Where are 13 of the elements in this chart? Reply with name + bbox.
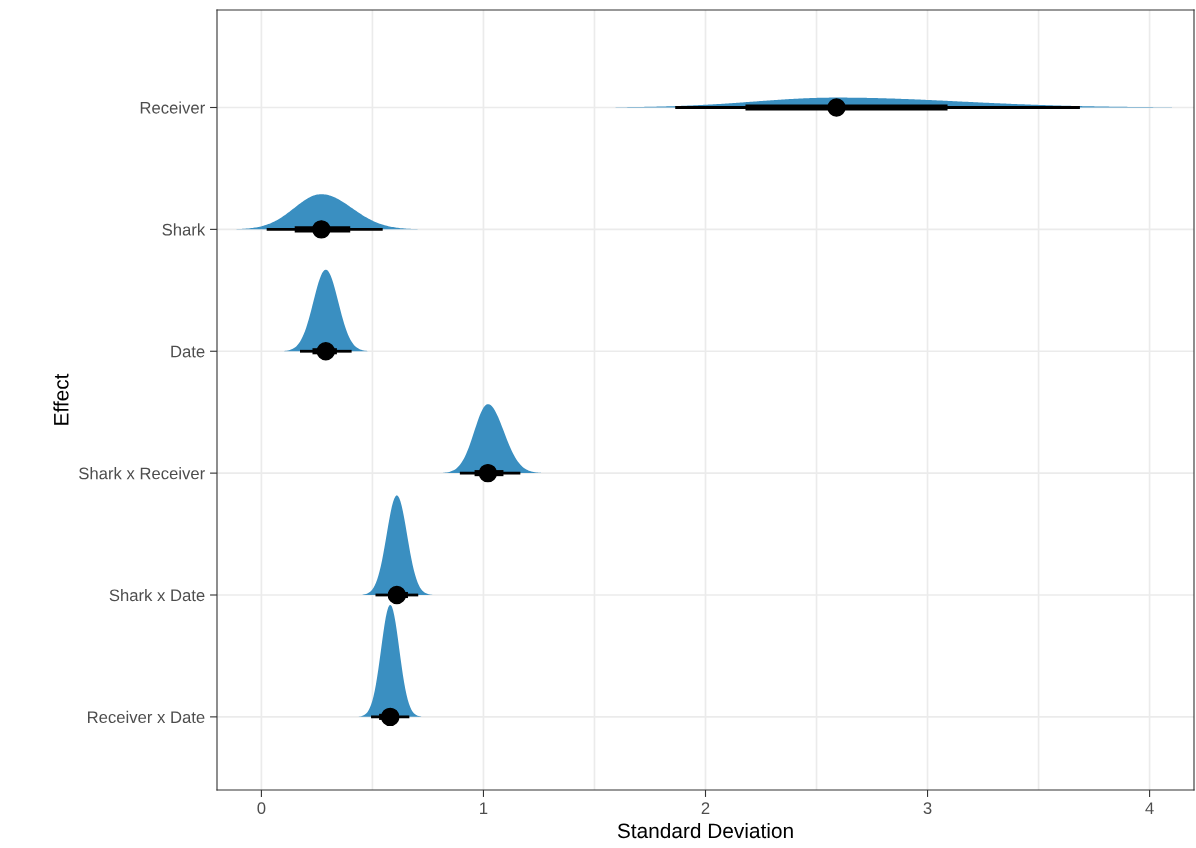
x-tick-label: 2 [701, 802, 710, 814]
y-tick-label: Receiver [140, 101, 205, 114]
y-tick-label: Shark [162, 223, 206, 236]
y-axis-title: Effect [53, 373, 69, 425]
y-tick-label: Receiver x Date [88, 710, 205, 724]
y-tick-label: Date [171, 345, 205, 358]
y-tick-label: Shark x Date [109, 588, 205, 602]
x-tick-label: 1 [480, 802, 488, 814]
y-tick-label: Shark x Receiver [79, 467, 205, 480]
x-tick-label: 4 [1145, 802, 1154, 814]
x-tick-label: 0 [257, 802, 266, 815]
x-axis-title: Standard Deviation [617, 822, 793, 839]
x-tick-label: 3 [923, 802, 932, 815]
